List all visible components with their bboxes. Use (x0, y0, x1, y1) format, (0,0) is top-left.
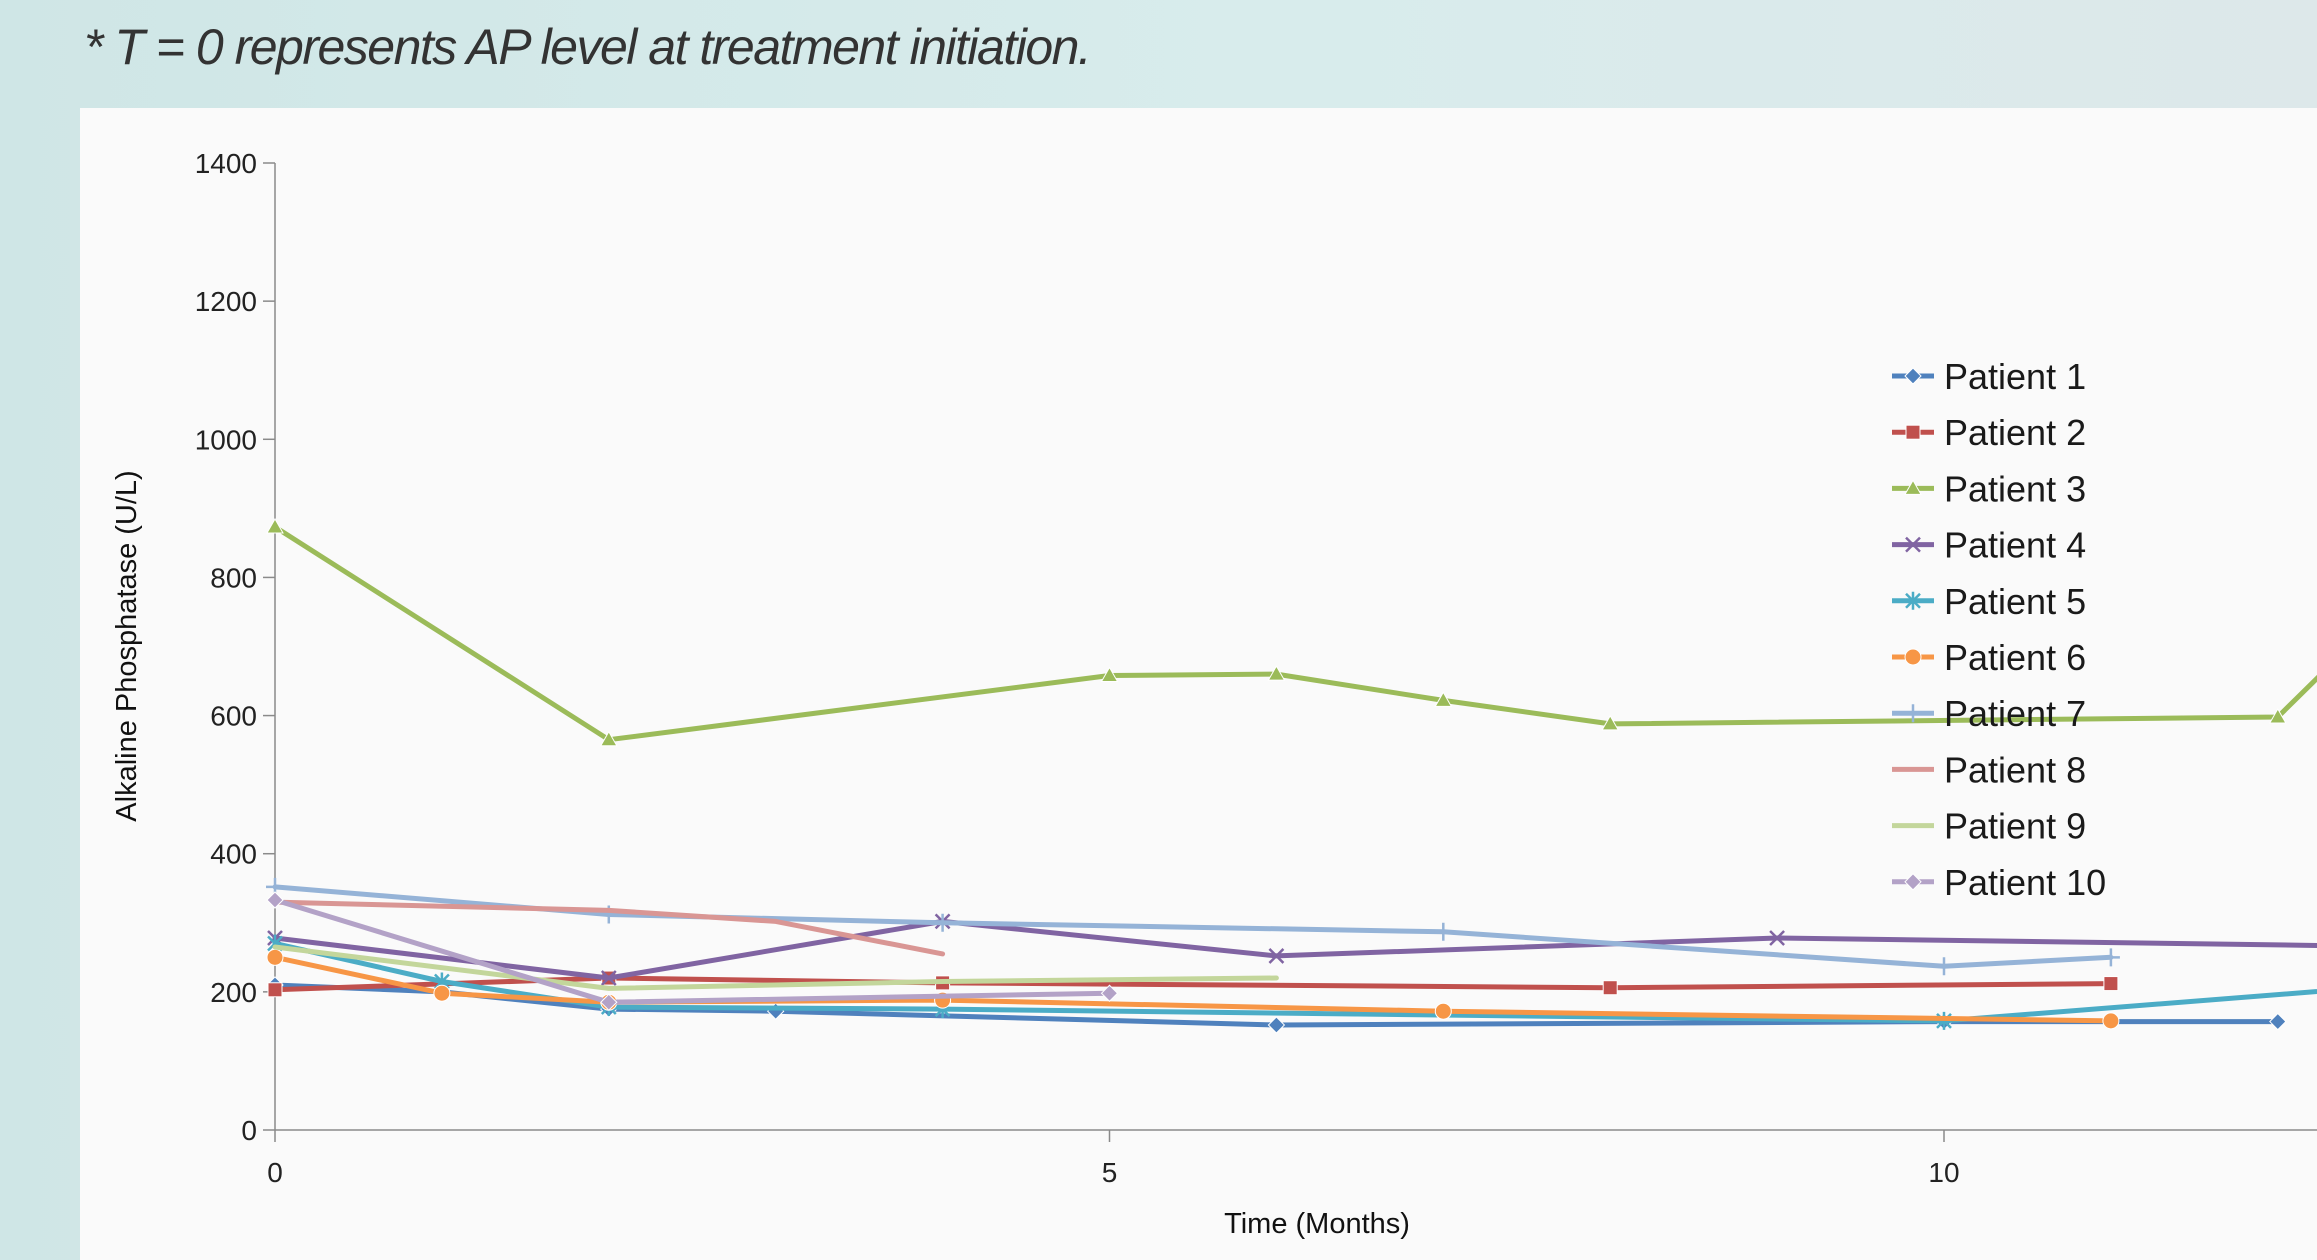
series-patient-9 (272, 944, 1279, 991)
y-tick-label: 400 (210, 839, 257, 870)
y-tick-label: 800 (210, 562, 257, 593)
data-point (1434, 691, 1453, 707)
data-point (1267, 665, 1286, 681)
legend-label: Patient 7 (1944, 693, 2086, 734)
data-point (266, 891, 284, 909)
legend-item: Patient 10 (1892, 862, 2106, 903)
data-point (1268, 948, 1285, 964)
series-lines (266, 517, 2317, 1034)
series-patient-8 (272, 899, 946, 957)
line-chart: 020040060080010001200140005101520 Time (… (111, 148, 2317, 1240)
data-point (1100, 984, 1119, 1002)
legend-marker (1904, 704, 1922, 723)
data-point (1601, 714, 1620, 731)
data-point (1935, 957, 1953, 976)
y-tick-label: 600 (210, 701, 257, 732)
legend: Patient 1 Patient 2 Patient 3 Patient 4 Pati… (1892, 356, 2106, 903)
series-patient-10 (266, 891, 1119, 1011)
data-point (1434, 922, 1453, 941)
data-point (2103, 976, 2119, 992)
legend-marker (1904, 479, 1922, 495)
data-point (266, 517, 284, 534)
series-patient-7 (266, 877, 2120, 976)
legend-marker (1905, 424, 1921, 440)
series-patient-4 (267, 913, 2317, 986)
legend-label: Patient 10 (1944, 862, 2106, 903)
data-point (266, 948, 284, 966)
legend-marker (1904, 648, 1922, 666)
data-point (1769, 930, 1785, 946)
legend-item: Patient 4 (1892, 525, 2086, 566)
legend-label: Patient 5 (1944, 581, 2086, 622)
data-point (1267, 1016, 1286, 1034)
axes (263, 162, 2317, 1142)
data-point (267, 982, 283, 998)
legend-item: Patient 6 (1892, 637, 2086, 678)
tick-labels: 020040060080010001200140005101520 (195, 148, 1960, 1188)
data-point (600, 993, 618, 1011)
legend-item: Patient 2 (1892, 412, 2086, 453)
data-point (600, 970, 617, 986)
chart-panel: 020040060080010001200140005101520 Time (… (80, 108, 2317, 1260)
legend-item: Patient 3 (1892, 468, 2086, 509)
legend-label: Patient 2 (1944, 412, 2086, 453)
legend-label: Patient 3 (1944, 468, 2086, 509)
data-point (433, 984, 451, 1002)
legend-marker (1904, 873, 1922, 891)
legend-marker (1905, 591, 1921, 610)
legend-item: Patient 9 (1892, 806, 2086, 847)
legend-item: Patient 7 (1892, 693, 2086, 734)
data-point (599, 730, 618, 747)
data-point (2269, 1012, 2287, 1031)
legend-label: Patient 6 (1944, 637, 2086, 678)
legend-item: Patient 8 (1892, 749, 2086, 790)
data-point (1434, 1002, 1452, 1020)
y-tick-label: 1200 (195, 286, 257, 317)
footnote: * T = 0 represents AP level at treatment… (84, 19, 1092, 75)
series-line (272, 944, 1279, 991)
x-axis-title: Time (Months) (1224, 1208, 1410, 1240)
legend-label: Patient 4 (1944, 525, 2086, 566)
y-tick-label: 1400 (195, 148, 257, 179)
series-line (272, 918, 2317, 981)
legend-label: Patient 9 (1944, 806, 2086, 847)
data-point (1602, 980, 1618, 996)
data-point (2102, 1012, 2120, 1030)
data-point (1100, 666, 1119, 683)
series-line (272, 899, 946, 957)
data-point (2101, 948, 2120, 967)
legend-label: Patient 1 (1944, 356, 2086, 397)
legend-item: Patient 5 (1892, 581, 2086, 622)
x-tick-label: 5 (1102, 1157, 1118, 1188)
data-point (933, 913, 952, 932)
legend-marker (1905, 536, 1921, 553)
y-tick-label: 1000 (195, 424, 257, 455)
y-axis-title: Alkaline Phosphatase (U/L) (111, 470, 143, 821)
series-patient-3 (266, 517, 2317, 747)
legend-label: Patient 8 (1944, 749, 2086, 790)
y-tick-label: 0 (241, 1115, 257, 1146)
legend-marker (1904, 367, 1922, 385)
series-line (272, 884, 2114, 969)
legend-item: Patient 1 (1892, 356, 2086, 397)
x-tick-label: 10 (1928, 1157, 1959, 1188)
x-tick-label: 0 (267, 1157, 283, 1188)
data-point (2268, 707, 2287, 724)
y-tick-label: 200 (210, 977, 257, 1008)
